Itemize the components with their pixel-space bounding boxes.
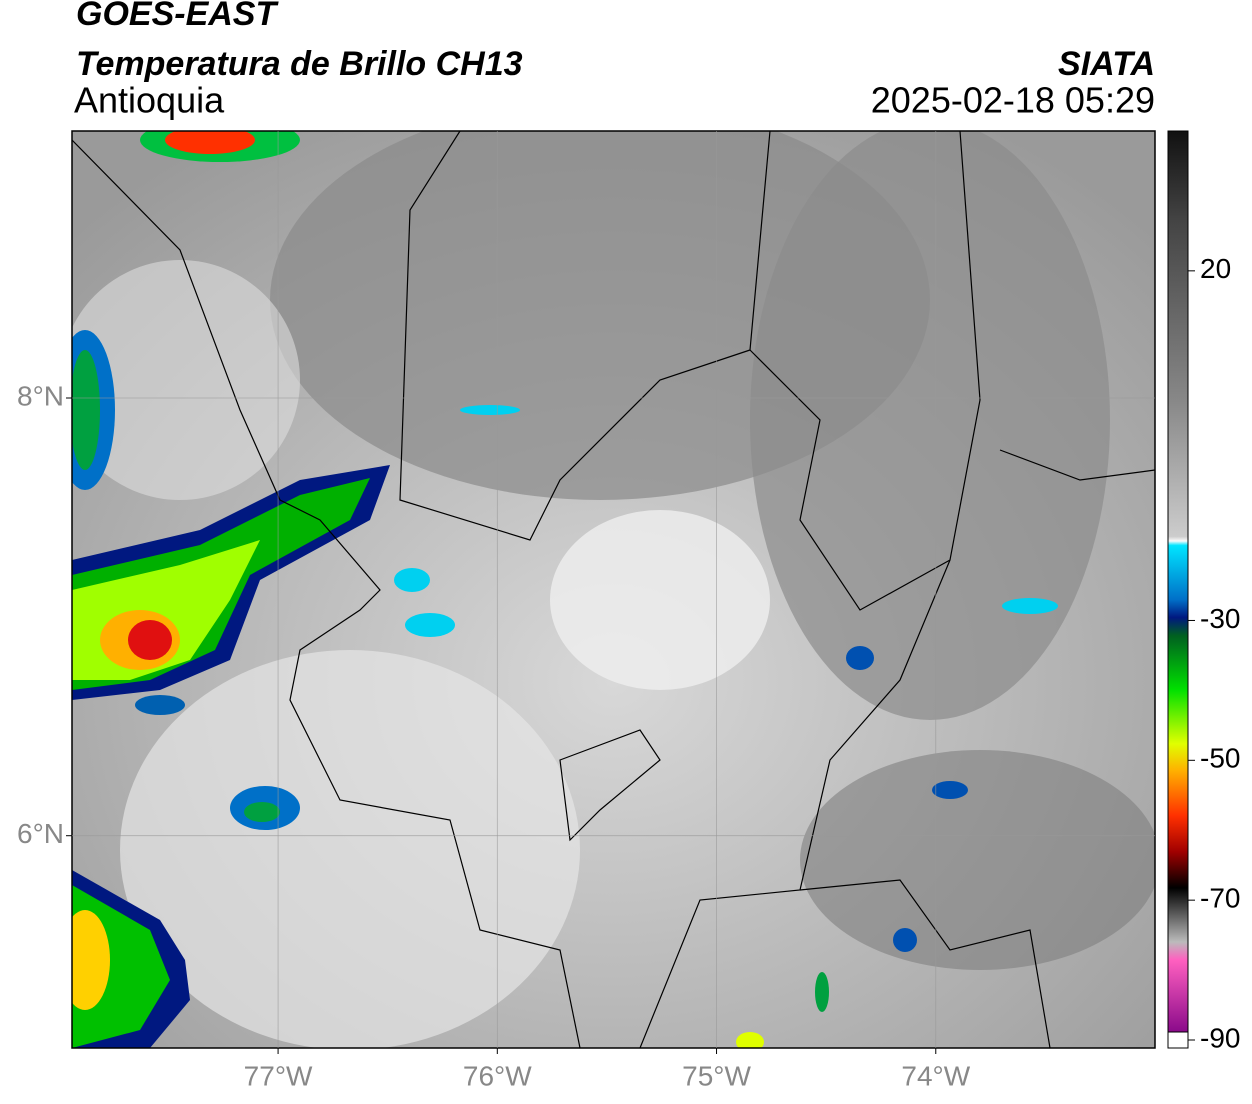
agency-label: SIATA — [1058, 45, 1155, 83]
colorbar-under — [1167, 1031, 1189, 1049]
colorbar-tick-label: -30 — [1200, 603, 1240, 634]
colorbar-frame — [1167, 130, 1189, 1049]
colorbar-tick-label: 20 — [1200, 253, 1231, 284]
map-frame — [71, 130, 1156, 1049]
y-tick-label: 8°N — [17, 380, 64, 411]
x-tick-label: 75°W — [682, 1060, 751, 1091]
colorbar-tick-label: -70 — [1200, 883, 1240, 914]
colorbar-tick-label: -90 — [1200, 1022, 1240, 1053]
region-label: Antioquia — [74, 80, 225, 121]
product-title: Temperatura de Brillo CH13 — [76, 45, 523, 83]
satellite-image — [72, 131, 1155, 1048]
x-tick-label: 76°W — [463, 1060, 532, 1091]
y-tick-label: 6°N — [17, 818, 64, 849]
timestamp: 2025-02-18 05:29 — [871, 80, 1155, 121]
x-tick-label: 77°W — [244, 1060, 313, 1091]
satellite-title: GOES-EAST — [76, 0, 279, 33]
colorbar-tick-label: -50 — [1200, 743, 1240, 774]
colorbar — [1168, 131, 1188, 1032]
x-tick-label: 74°W — [901, 1060, 970, 1091]
